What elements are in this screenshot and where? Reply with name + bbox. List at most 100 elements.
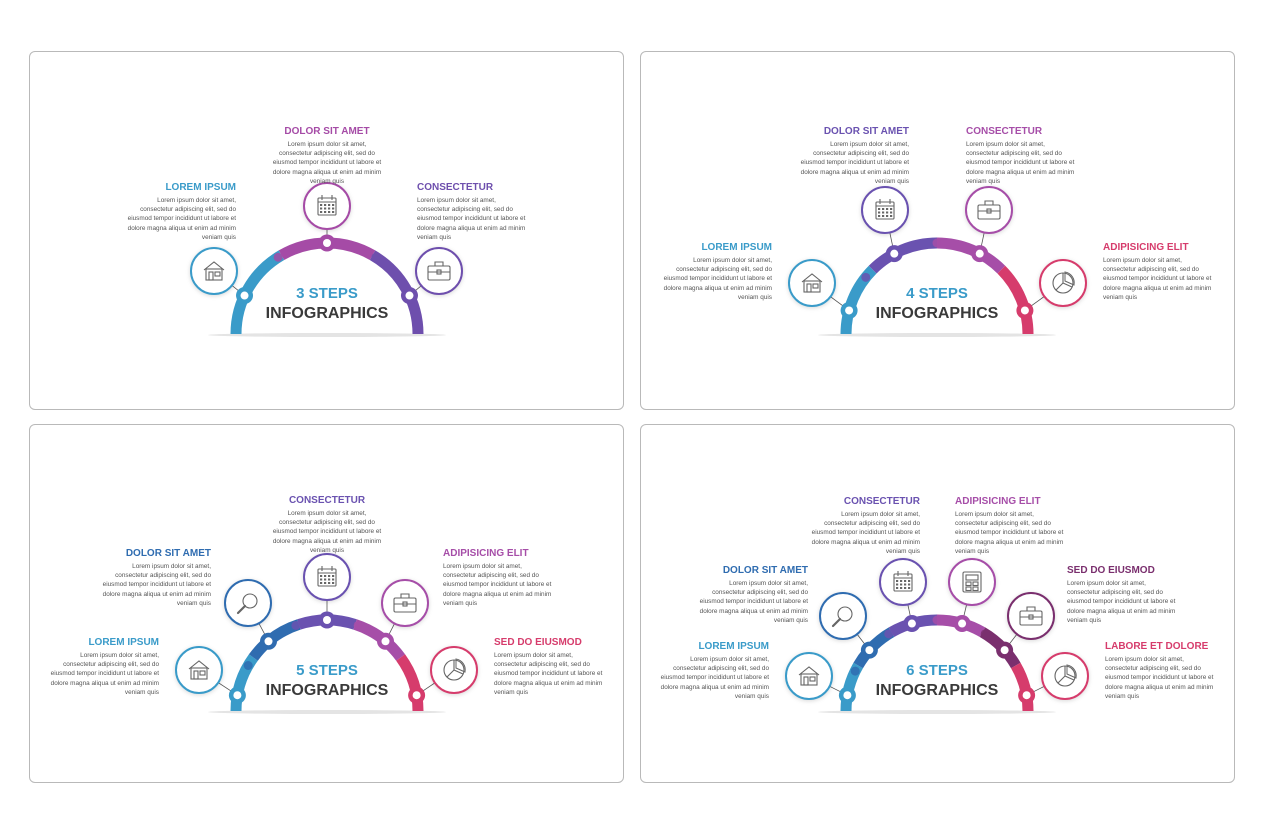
icon-circle — [948, 558, 996, 606]
icon-circle — [303, 553, 351, 601]
step-title: DOLOR SIT AMET — [722, 565, 808, 576]
step-title: ADIPISICING ELIT — [443, 548, 529, 559]
ground-shadow — [208, 333, 446, 337]
step-marker-hole — [845, 306, 854, 315]
house-icon — [801, 273, 823, 293]
step-marker-hole — [323, 616, 331, 624]
icon-circle — [175, 646, 223, 694]
pie-chart-icon — [443, 658, 466, 681]
step-title: LOREM IPSUM — [698, 641, 769, 652]
icon-circle — [879, 558, 927, 606]
arc-dot — [243, 661, 253, 670]
arc-segment-1 — [230, 654, 258, 712]
step-marker-hole — [264, 637, 273, 646]
step-title: DOLOR SIT AMET — [823, 126, 909, 137]
infographic-panel-4: LOREM IPSUM Lorem ipsum dolor sit amet, c… — [640, 424, 1235, 783]
magnifier-icon — [236, 593, 258, 615]
step-marker-hole — [381, 637, 390, 646]
step-title: CONSECTETUR — [966, 126, 1043, 137]
step-description: Lorem ipsum dolor sit amet, consectetur … — [50, 652, 159, 696]
arc-segment-2 — [868, 237, 938, 274]
arc-diagram — [190, 182, 463, 337]
step-marker-hole — [843, 691, 852, 700]
arc-dot — [401, 661, 411, 670]
step-title: SED DO EIUSMOD — [494, 637, 582, 648]
step-description: Lorem ipsum dolor sit amet, consectetur … — [1067, 580, 1176, 624]
icon-circle — [819, 592, 867, 640]
arc-dot — [850, 666, 860, 676]
center-title: INFOGRAPHICS — [265, 682, 389, 699]
pie-chart-icon — [1054, 664, 1077, 687]
step-marker-hole — [405, 291, 414, 300]
step-description: Lorem ipsum dolor sit amet, consectetur … — [102, 563, 211, 607]
infographic-panel-2: LOREM IPSUM Lorem ipsum dolor sit amet, c… — [640, 51, 1235, 410]
calendar-icon — [317, 566, 337, 587]
step-description: Lorem ipsum dolor sit amet, consectetur … — [966, 141, 1075, 185]
step-title: LOREM IPSUM — [88, 637, 159, 648]
step-title: CONSECTETUR — [843, 496, 920, 507]
ground-shadow — [818, 710, 1056, 714]
step-description: Lorem ipsum dolor sit amet, consectetur … — [443, 563, 552, 607]
center-step-count: 3 STEPS — [296, 285, 358, 302]
step-marker-hole — [890, 249, 899, 258]
icon-circle — [785, 652, 833, 700]
arc-dot — [861, 272, 871, 282]
pie-chart-icon — [1052, 271, 1075, 294]
step-title: LOREM IPSUM — [701, 242, 772, 253]
briefcase-icon — [427, 261, 451, 281]
arc-diagram — [175, 553, 478, 714]
infographic-panel-1: LOREM IPSUM Lorem ipsum dolor sit amet, c… — [29, 51, 624, 410]
center-step-count: 5 STEPS — [296, 662, 358, 679]
ground-shadow — [818, 333, 1056, 337]
step-title: DOLOR SIT AMET — [125, 548, 211, 559]
step-description: Lorem ipsum dolor sit amet, consectetur … — [417, 197, 526, 241]
arc-diagram — [785, 558, 1089, 714]
calendar-icon — [893, 571, 913, 592]
step-marker-hole — [233, 691, 242, 700]
arc-segment-5 — [396, 654, 424, 712]
step-title: CONSECTETUR — [417, 182, 494, 193]
step-marker-hole — [865, 646, 874, 655]
calendar-icon — [875, 199, 895, 220]
step-description: Lorem ipsum dolor sit amet, consectetur … — [800, 141, 909, 185]
ground-shadow — [208, 710, 446, 714]
arc-dot — [932, 238, 942, 248]
step-marker-hole — [240, 291, 249, 300]
step-marker-hole — [412, 691, 421, 700]
step-marker-hole — [958, 619, 967, 628]
briefcase-icon — [977, 200, 1001, 220]
step-marker-hole — [975, 249, 984, 258]
step-marker-hole — [907, 619, 916, 628]
step-description: Lorem ipsum dolor sit amet, consectetur … — [660, 656, 769, 700]
center-title: INFOGRAPHICS — [875, 305, 999, 322]
icon-circle — [788, 259, 836, 307]
step-marker-hole — [1022, 691, 1031, 700]
center-step-count: 4 STEPS — [906, 285, 968, 302]
step-title: LOREM IPSUM — [165, 182, 236, 193]
icon-circle — [861, 186, 909, 234]
icon-circle — [190, 247, 238, 295]
step-description: Lorem ipsum dolor sit amet, consectetur … — [699, 580, 808, 624]
icon-circle — [303, 182, 351, 230]
arc-dot — [1014, 666, 1024, 676]
step-description: Lorem ipsum dolor sit amet, consectetur … — [272, 510, 382, 554]
step-description: Lorem ipsum dolor sit amet, consectetur … — [663, 257, 772, 301]
calculator-icon — [962, 571, 982, 593]
step-description: Lorem ipsum dolor sit amet, consectetur … — [494, 652, 603, 696]
step-title: CONSECTETUR — [288, 495, 366, 506]
icon-circle — [415, 247, 463, 295]
briefcase-icon — [1019, 606, 1043, 626]
house-icon — [203, 261, 225, 281]
arc-segment-3 — [936, 237, 1006, 274]
step-marker-hole — [323, 239, 331, 247]
icon-circle — [965, 186, 1013, 234]
magnifier-icon — [831, 606, 853, 628]
arc-dot — [353, 620, 363, 630]
arc-dot — [291, 620, 301, 630]
step-marker-hole — [1020, 306, 1029, 315]
center-step-count: 6 STEPS — [906, 662, 968, 679]
step-title: DOLOR SIT AMET — [284, 126, 370, 137]
step-description: Lorem ipsum dolor sit amet, consectetur … — [811, 511, 920, 555]
icon-circle — [224, 579, 272, 627]
arc-diagram — [788, 186, 1087, 337]
